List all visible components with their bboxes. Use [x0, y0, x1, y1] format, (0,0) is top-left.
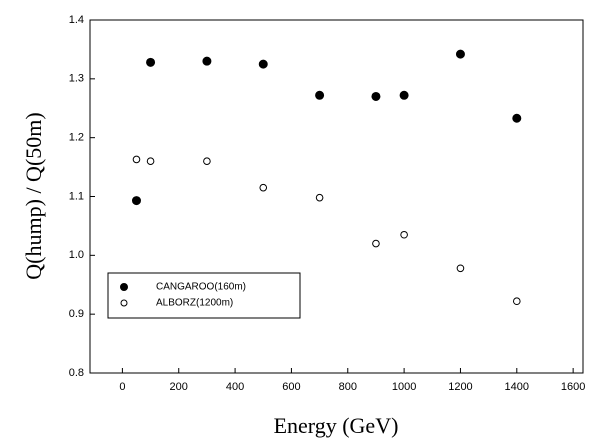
legend-box [107, 272, 301, 319]
data-point [315, 90, 325, 100]
legend-marker [120, 299, 128, 307]
data-point [146, 57, 156, 67]
data-point [259, 183, 268, 192]
x-tick-label: 1200 [448, 381, 472, 393]
x-tick-label: 1600 [561, 381, 585, 393]
data-point [456, 264, 465, 273]
y-tick-label: 1.2 [69, 132, 84, 144]
y-tick-label: 1.0 [69, 249, 84, 261]
legend-marker [120, 283, 128, 291]
y-tick-label: 1.3 [69, 73, 84, 85]
data-point [372, 239, 380, 248]
y-tick-label: 1.1 [69, 190, 84, 202]
data-point [455, 49, 465, 59]
data-point [146, 157, 155, 165]
x-tick-label: 0 [119, 381, 125, 393]
y-tick-label: 0.9 [69, 308, 84, 320]
x-tick-label: 400 [226, 381, 244, 393]
data-point [132, 155, 141, 164]
data-point [315, 193, 324, 202]
y-tick-label: 1.4 [69, 14, 84, 26]
x-tick-label: 1400 [505, 381, 529, 393]
legend-label: ALBORZ(1200m) [156, 298, 233, 309]
y-axis-title: Q(hump) / Q(50m) [21, 112, 46, 279]
data-point [258, 59, 268, 69]
x-axis-title: Energy (GeV) [274, 413, 399, 438]
plot-frame [89, 19, 584, 374]
data-point [131, 196, 141, 206]
y-tick-label: 0.8 [69, 367, 84, 379]
data-point [400, 230, 408, 239]
data-point [512, 113, 522, 123]
data-point [202, 56, 212, 66]
data-point [203, 157, 211, 165]
data-point [399, 90, 409, 100]
data-point [512, 297, 521, 306]
x-tick-label: 1000 [392, 381, 416, 393]
x-tick-label: 800 [339, 381, 357, 393]
x-tick-label: 200 [170, 381, 188, 393]
legend-label: CANGAROO(160m) [156, 282, 246, 293]
data-point [371, 91, 381, 101]
x-tick-label: 600 [282, 381, 300, 393]
